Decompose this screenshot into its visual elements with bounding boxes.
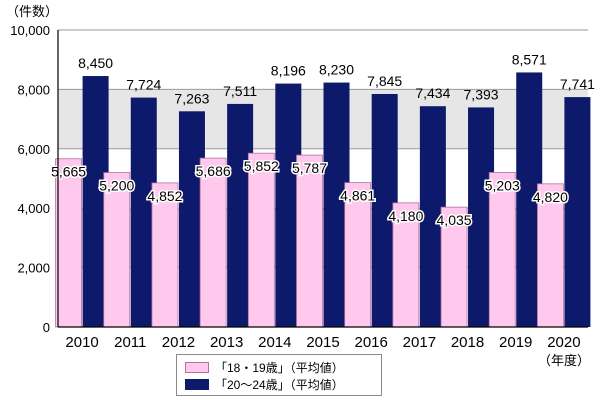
bar-20-24-2020	[564, 97, 591, 327]
data-label-18-19-2010: 5,665	[51, 164, 86, 180]
legend-item-20-24: 「20～24歳」（平均値）	[185, 376, 344, 392]
x-tick-label: 2013	[210, 334, 243, 351]
legend-swatch-18-19	[185, 362, 209, 374]
y-tick-label: 0	[43, 320, 50, 335]
data-label-20-24-2013: 7,511	[223, 83, 257, 99]
data-label-20-24-2014: 8,196	[271, 63, 306, 79]
legend-label-20-24: 「20～24歳」（平均値）	[215, 377, 344, 392]
x-tick-label: 2011	[114, 334, 146, 351]
x-tick-label: 2012	[162, 334, 195, 351]
data-label-18-19-2014: 5,852	[244, 158, 279, 174]
bar-18-19-2017	[392, 202, 420, 328]
data-label-18-19-2012: 4,852	[147, 188, 182, 204]
plot-band	[58, 30, 588, 90]
bar-18-19-2011	[103, 172, 131, 328]
data-label-18-19-2011: 5,200	[99, 178, 134, 194]
data-label-20-24-2011: 7,724	[126, 77, 161, 93]
data-label-20-24-2016: 7,845	[367, 73, 402, 89]
bar-18-19-2018	[440, 206, 468, 328]
data-label-20-24-2019: 8,571	[512, 51, 547, 67]
bar-18-19-2013	[199, 157, 227, 328]
legend: 「18・19歳」（平均値） 「20～24歳」（平均値）	[176, 354, 382, 396]
data-label-18-19-2016: 4,861	[340, 188, 375, 204]
data-label-18-19-2017: 4,180	[388, 208, 423, 224]
y-tick-label: 2,000	[17, 261, 50, 276]
legend-swatch-20-24	[185, 379, 209, 391]
x-unit-label: （年度）	[538, 353, 590, 368]
data-labels: 5,665 8,450 5,200 7,724 4,852 7,263 5,686 7,511…	[50, 51, 596, 229]
x-tick-label: 2014	[258, 334, 291, 351]
data-label-20-24-2018: 7,393	[464, 86, 499, 102]
x-tick-label: 2020	[547, 334, 580, 351]
bar-18-19-2012	[151, 182, 179, 328]
data-label-18-19-2015: 5,787	[292, 160, 327, 176]
x-tick-label: 2017	[403, 334, 436, 351]
data-label-20-24-2012: 7,263	[174, 90, 209, 106]
bar-18-19-2010	[55, 158, 82, 328]
data-label-20-24-2010: 8,450	[78, 55, 113, 71]
x-tick-label: 2018	[451, 334, 484, 351]
x-tick-label: 2019	[499, 334, 532, 351]
x-tick-label: 2010	[65, 334, 98, 351]
data-label-18-19-2020: 4,820	[533, 189, 568, 205]
y-tick-label: 4,000	[17, 201, 50, 216]
x-tick-label: 2016	[354, 334, 387, 351]
bar-18-19-2015	[296, 154, 323, 328]
x-tick-label: 2015	[306, 334, 339, 351]
y-tick-label: 6,000	[17, 142, 50, 157]
data-label-18-19-2013: 5,686	[196, 163, 231, 179]
bars	[55, 72, 591, 328]
y-unit-label: （件数）	[6, 4, 58, 19]
legend-label-18-19: 「18・19歳」（平均値）	[215, 360, 344, 375]
data-label-18-19-2019: 5,203	[485, 177, 520, 193]
axes: 0 2,000 4,000 6,000 8,000 10,000 2010 2011 2012 2…	[6, 4, 590, 368]
y-tick-label: 8,000	[17, 82, 50, 97]
legend-item-18-19: 「18・19歳」（平均値）	[185, 359, 344, 375]
y-tick-label: 10,000	[10, 23, 50, 38]
data-label-20-24-2017: 7,434	[415, 85, 450, 101]
bar-18-19-2019	[488, 172, 516, 328]
data-label-18-19-2018: 4,035	[437, 212, 472, 228]
bar-18-19-2014	[247, 152, 275, 328]
bar-18-19-2016	[344, 182, 372, 328]
data-label-20-24-2015: 8,230	[319, 62, 354, 78]
bar-18-19-2020	[537, 183, 564, 328]
data-label-20-24-2020: 7,741	[560, 76, 595, 92]
